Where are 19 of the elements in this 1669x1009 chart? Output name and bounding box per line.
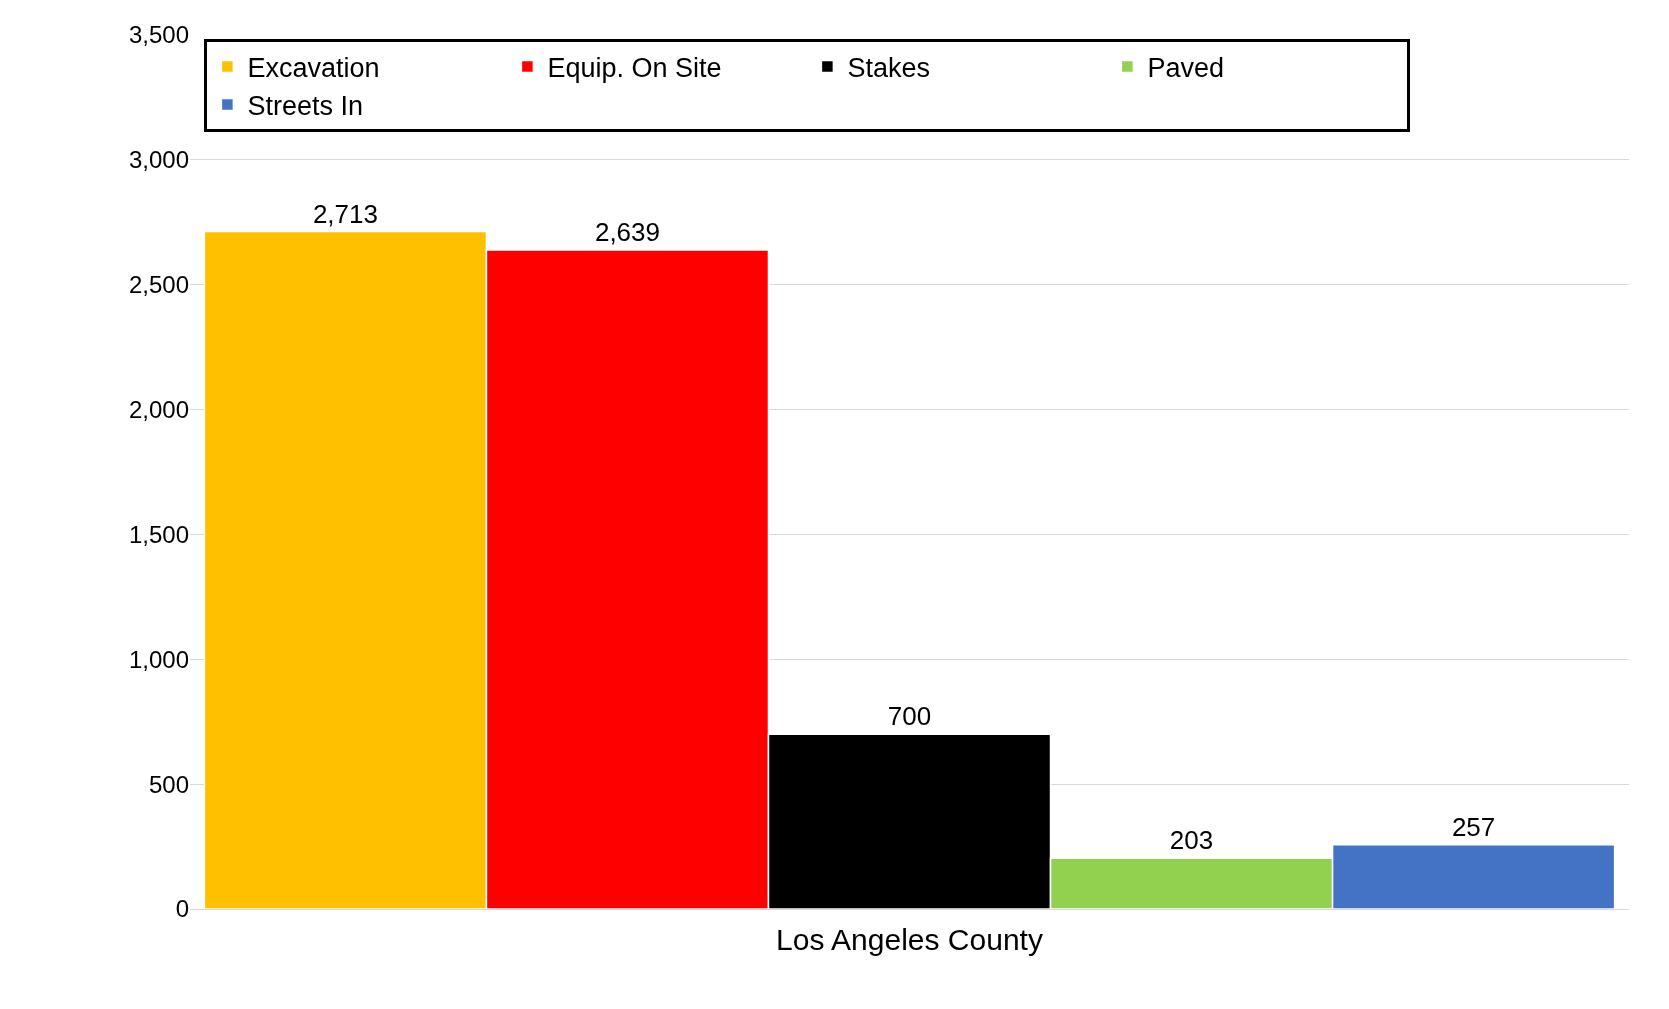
data-label: 2,713 bbox=[312, 198, 378, 229]
data-label: 2,639 bbox=[594, 217, 660, 247]
y-tick-label: 1,000 bbox=[128, 645, 189, 673]
legend-label: Equip. On Site bbox=[547, 52, 722, 83]
legend-label: Streets In bbox=[247, 91, 363, 122]
legend-label: Excavation bbox=[247, 52, 380, 83]
data-label: 203 bbox=[1169, 825, 1214, 856]
data-label: 700 bbox=[887, 701, 932, 732]
y-tick-label: 3,500 bbox=[128, 21, 189, 49]
legend-label: Stakes bbox=[847, 52, 930, 83]
legend-label: Paved bbox=[1147, 52, 1224, 83]
y-tick-label: 3,000 bbox=[128, 146, 189, 174]
y-tick-label: 0 bbox=[175, 895, 189, 923]
y-tick-label: 2,500 bbox=[128, 271, 189, 299]
y-tick-label: 1,500 bbox=[128, 520, 189, 548]
y-tick-label: 500 bbox=[148, 770, 189, 798]
y-tick-label: 2,000 bbox=[128, 395, 189, 423]
x-axis-title: Los Angeles County bbox=[776, 922, 1043, 956]
data-label: 257 bbox=[1451, 811, 1496, 842]
